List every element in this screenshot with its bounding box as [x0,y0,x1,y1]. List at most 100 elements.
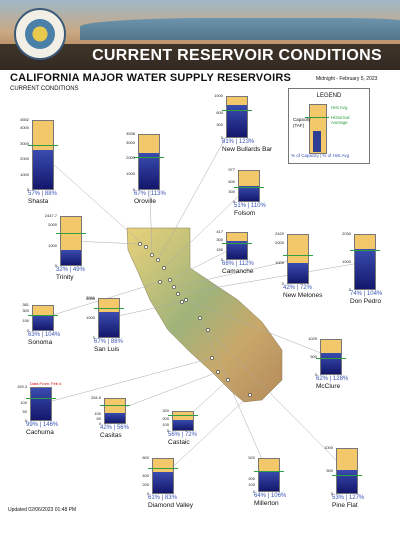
header-banner: CURRENT RESERVOIR CONDITIONS [0,0,400,70]
tick-label: 1000 [324,445,333,450]
reservoir-sonoma: 381 300 150 0 63% | 104% Sonoma [2,299,62,389]
reservoir-name: Cachuma [26,429,54,436]
capacity-bar [226,96,248,138]
reservoir-dot [210,356,214,360]
storage-fill [33,150,53,189]
tick-label: 1000 [342,259,351,265]
hist-avg-line [222,243,252,244]
hist-avg-line [28,144,58,146]
tick-label: 1000 [48,242,57,248]
storage-fill [139,152,159,189]
tick-label: 300 [216,236,223,242]
tick-label: 0 [314,372,317,377]
hist-avg-line [254,471,284,473]
capacity-bar [354,234,376,290]
tick-label: 3000 [20,140,29,146]
tick-label: 300 [228,189,235,195]
reservoir-newmelones: 2420 2000 1000 0 42% | 72% New Melones [257,228,322,318]
tick-label: 0 [232,199,235,204]
reservoir-name: Don Pedro [350,298,382,305]
reservoir-newbullards: 1000 600 300 0 81% | 123% New Bullards Bar [196,90,272,180]
reservoir-casitas: 254.5 100 50 0 42% | 56% Casitas [74,392,134,482]
pct-stats: 67% | 88% [94,339,123,345]
tick-label: 100 [162,421,169,427]
reservoir-name: San Luis [94,346,120,353]
tick-label: 254.5 [90,395,101,400]
legend-capacity-label: Capacity (TAF) [293,117,311,128]
tick-label: 0 [54,263,57,268]
legend-storage-swatch [313,131,321,152]
hist-avg-line [148,467,178,469]
report-date: Midnight - February 5, 2023 [316,76,378,82]
hist-avg-line [234,187,264,189]
header-band [0,44,400,70]
reservoir-dot [138,242,142,246]
hist-avg-line [222,110,252,112]
dwr-seal-logo [14,8,66,60]
hist-avg-line [56,233,86,235]
tick-label: 2030 [342,231,351,236]
reservoir-sanluis: 2041 2000 1000 0 67% | 88% San Luis [68,292,128,382]
updated-timestamp: Updated 02/06/2023 01:48 PM [8,507,77,513]
tick-label: 4552 [20,117,29,122]
tick-label: 100 [20,400,27,406]
tick-label: 100 [94,410,101,416]
tick-label: 2000 [48,222,57,228]
legend-hist-label: Hist Avg [331,105,348,110]
tick-label: 150 [216,246,223,252]
capacity-bar [138,134,160,190]
header-title: CURRENT RESERVOIR CONDITIONS [92,47,382,64]
reservoir-name: Castaic [168,439,190,446]
tick-label: 0 [348,287,351,292]
tick-label: 0 [26,187,29,192]
tick-label: 0 [220,257,223,262]
pct-stats: 64% | 106% [254,493,287,499]
tick-label: 0 [146,491,149,496]
hist-avg-line [134,156,164,158]
tick-label: 3538 [126,131,135,136]
reservoir-name: Sonoma [28,339,53,346]
hist-avg-line [26,397,56,399]
reservoir-dot [216,370,220,374]
reservoir-name: New Melones [283,292,323,299]
pct-stats: 42% | 56% [100,425,129,431]
tick-label: 1000 [86,315,95,321]
hist-avg-line [100,404,130,406]
page-title: CALIFORNIA MAJOR WATER SUPPLY RESERVOIRS [10,72,292,84]
tick-label: 0 [26,328,29,333]
pct-stats: 57% | 88% [28,191,57,197]
pct-stats: 81% | 123% [222,139,255,145]
storage-fill [33,314,53,330]
reservoir-folsom: 977 600 300 0 51% | 110% Folsom [208,164,268,254]
tick-label: 417 [216,229,223,234]
tick-label: 2000 [20,156,29,162]
reservoir-shasta: 4552 4000 3000 2000 1000 0 57% | 88% Shasta [2,114,62,205]
capacity-bar [104,398,126,424]
hist-avg-line [283,254,313,256]
reservoir-dot [156,258,160,262]
reservoir-mcclure: 1025 500 0 62% | 128% McClure [290,333,350,423]
storage-fill [227,104,247,137]
tick-label: 300 [22,307,29,313]
tick-label: 200 [248,475,255,481]
tick-label: 0 [281,281,284,286]
tick-label: 0 [98,421,101,426]
capacity-bar [172,411,194,431]
storage-fill [239,185,259,201]
tick-label: 50 [96,415,101,421]
reservoir-oroville: 3538 3000 2000 1000 0 67% | 113% Oroville [108,128,168,218]
tick-label: 977 [228,167,235,172]
reservoir-dot [180,300,184,304]
tick-label: 1000 [126,171,135,177]
storage-fill [337,469,357,493]
tick-label: 2000 [126,155,135,161]
pct-stats: 51% | 110% [234,203,266,209]
tick-label: 3000 [126,139,135,145]
reservoir-photo [80,18,400,40]
hist-avg-line [350,250,380,252]
tick-label: 2000 [275,239,284,245]
reservoir-castaic: 320 200 100 0 56% | 72% Castaic [142,405,202,495]
tick-label: 300 [216,122,223,128]
tick-label: 0 [132,187,135,192]
tick-label: 0 [92,335,95,340]
